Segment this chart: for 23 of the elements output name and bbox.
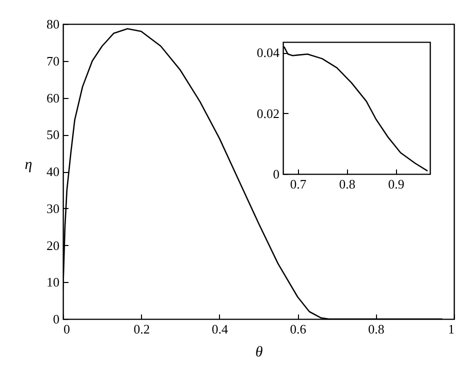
x-tick-label: 1 xyxy=(448,322,454,336)
y-tick-label: 30 xyxy=(46,200,60,216)
y-tick-label: 20 xyxy=(46,238,60,253)
x-tick-label: 0.8 xyxy=(368,322,384,336)
y-tick-label: 60 xyxy=(46,90,60,106)
x-axis-title: θ xyxy=(255,344,264,360)
x-tick-label: 0.7 xyxy=(290,176,307,192)
x-tick-label: 0.2 xyxy=(134,322,150,336)
x-tick-label: 0.8 xyxy=(339,176,356,192)
x-tick-label: 0.9 xyxy=(388,176,404,192)
y-tick-label: 50 xyxy=(46,127,60,142)
y-tick-label: 80 xyxy=(46,16,60,32)
x-tick-label: 0.6 xyxy=(290,322,307,336)
y-tick-label: 40 xyxy=(46,164,60,179)
y-tick-label: 0 xyxy=(273,166,280,182)
y-tick-label: 10 xyxy=(46,274,60,290)
y-tick-label: 0 xyxy=(53,312,60,326)
y-axis-title: η xyxy=(24,157,32,173)
y-tick-label: 70 xyxy=(46,53,60,68)
y-tick-label: 0.04 xyxy=(256,45,280,60)
x-tick-label: 0 xyxy=(64,322,70,336)
y-tick-label: 0.02 xyxy=(256,106,280,121)
x-tick-label: 0.4 xyxy=(212,322,229,336)
